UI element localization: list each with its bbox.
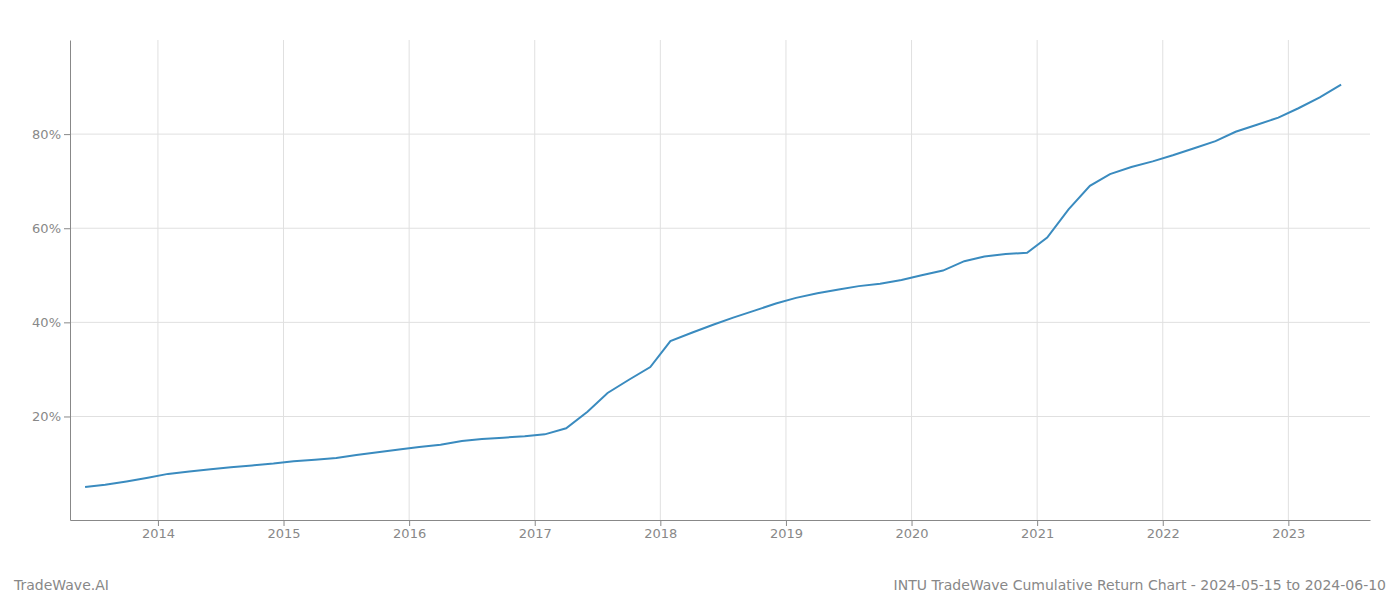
x-tick-mark: [1037, 520, 1038, 526]
y-grid-line: [70, 416, 1370, 417]
x-tick-mark: [409, 520, 410, 526]
title: INTU TradeWave Cumulative Return Chart -…: [894, 577, 1386, 593]
plot: 2014 2015 2016 2017 2018 2019 2020 2021 2022 2023…: [32, 40, 1370, 541]
x-tick: 2014: [142, 520, 175, 541]
x-tick: 2017: [519, 520, 552, 541]
x-axis: 2014 2015 2016 2017 2018 2019 2020 2021 2022 2023: [71, 520, 1371, 541]
x-tick-mark: [535, 520, 536, 526]
x-tick: 2022: [1147, 520, 1180, 541]
x-tick: 2023: [1272, 520, 1305, 541]
watermark: TradeWave.AI: [13, 577, 109, 593]
x-tick-mark: [1163, 520, 1164, 526]
y-tick-label: 40%: [32, 315, 61, 330]
x-tick-label: 2022: [1147, 526, 1180, 541]
y-tick: 40%: [32, 315, 70, 330]
grid: [70, 40, 1370, 520]
x-grid-line: [157, 40, 158, 520]
y-tick-mark: [64, 228, 70, 229]
y-tick-mark: [64, 416, 70, 417]
marks: [85, 85, 1341, 487]
x-tick-label: 2015: [267, 526, 300, 541]
x-grid-line: [660, 40, 661, 520]
x-grid-line: [785, 40, 786, 520]
x-tick-label: 2018: [644, 526, 677, 541]
chart: 2014 2015 2016 2017 2018 2019 2020 2021 2022 2023…: [0, 0, 1400, 600]
x-tick-mark: [1288, 520, 1289, 526]
y-tick: 60%: [32, 221, 70, 236]
x-tick-mark: [284, 520, 285, 526]
y-tick: 20%: [32, 409, 70, 424]
x-tick: 2016: [393, 520, 426, 541]
x-tick-label: 2014: [142, 526, 175, 541]
background: [0, 0, 1400, 600]
x-grid-line: [911, 40, 912, 520]
x-tick: 2018: [644, 520, 677, 541]
x-grid-line: [1162, 40, 1163, 520]
line: [85, 85, 1341, 487]
x-tick-label: 2021: [1021, 526, 1054, 541]
y-tick: 80%: [32, 127, 70, 142]
x-axis-line: [71, 520, 1371, 521]
x-tick-mark: [912, 520, 913, 526]
y-grid-line: [70, 228, 1370, 229]
x-tick-label: 2016: [393, 526, 426, 541]
y-tick-label: 80%: [32, 127, 61, 142]
x-tick: 2021: [1021, 520, 1054, 541]
x-tick-mark: [158, 520, 159, 526]
x-tick-label: 2017: [519, 526, 552, 541]
y-axis-line: [70, 41, 71, 521]
x-grid-line: [283, 40, 284, 520]
x-tick: 2019: [770, 520, 803, 541]
x-tick-mark: [786, 520, 787, 526]
x-tick-label: 2020: [895, 526, 928, 541]
x-tick: 2015: [267, 520, 300, 541]
y-grid-line: [70, 134, 1370, 135]
x-tick-label: 2019: [770, 526, 803, 541]
y-tick-mark: [64, 322, 70, 323]
x-tick-label: 2023: [1272, 526, 1305, 541]
y-tick-label: 60%: [32, 221, 61, 236]
x-tick: 2020: [895, 520, 928, 541]
y-tick-mark: [64, 134, 70, 135]
y-axis: 20% 40% 60% 80%: [32, 41, 70, 521]
x-tick-mark: [660, 520, 661, 526]
x-grid-line: [1037, 40, 1038, 520]
y-tick-label: 20%: [32, 409, 61, 424]
x-grid-line: [534, 40, 535, 520]
